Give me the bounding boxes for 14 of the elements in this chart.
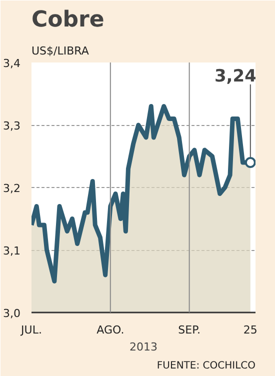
y-tick-label: 3,2	[3, 182, 21, 195]
y-tick-label: 3,4	[3, 57, 21, 70]
chart-subtitle: US$/LIBRA	[32, 44, 90, 58]
y-tick-label: 3,3	[3, 120, 21, 132]
source-note: FUENTE: COCHILCO	[156, 360, 256, 372]
x-tick-label: AGO.	[96, 324, 124, 336]
y-tick-label: 3,1	[3, 244, 21, 258]
annotation: 3,24	[214, 66, 257, 86]
x-axis-title: 2013	[130, 340, 158, 354]
x-tick-label: JUL.	[20, 324, 42, 336]
x-tick-label: 25	[243, 324, 258, 336]
y-tick-label: 3,0	[3, 307, 21, 320]
x-tick-label: SEP.	[178, 324, 201, 336]
chart-title: Cobre	[32, 8, 104, 32]
